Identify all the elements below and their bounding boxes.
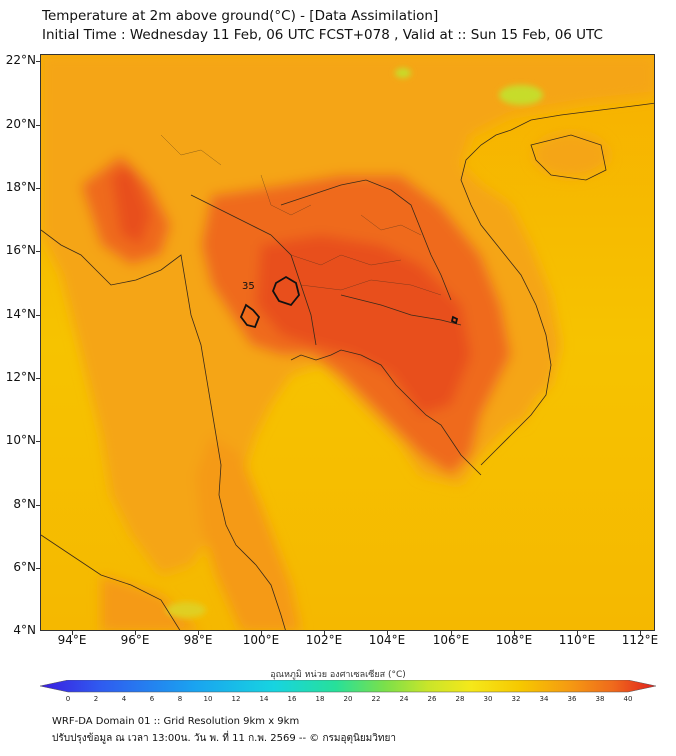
cool-spots bbox=[166, 68, 543, 618]
lat-tick bbox=[36, 188, 40, 189]
lon-tick bbox=[261, 631, 262, 635]
chart-subtitle: Initial Time : Wednesday 11 Feb, 06 UTC … bbox=[42, 27, 603, 43]
chart-title: Temperature at 2m above ground(°C) - [Da… bbox=[42, 8, 439, 24]
lat-tick bbox=[36, 378, 40, 379]
lon-tick bbox=[198, 631, 199, 635]
colorbar-tick: 30 bbox=[483, 695, 493, 703]
lon-tick bbox=[577, 631, 578, 635]
lon-label: 104°E bbox=[368, 633, 406, 647]
lon-tick bbox=[514, 631, 515, 635]
colorbar-tick: 8 bbox=[177, 695, 183, 703]
lat-label: 4°N bbox=[13, 623, 36, 637]
contour-35 bbox=[239, 275, 459, 329]
colorbar-tick: 10 bbox=[203, 695, 213, 703]
colorbar-tick: 38 bbox=[595, 695, 605, 703]
lon-label: 106°E bbox=[432, 633, 470, 647]
lon-label: 98°E bbox=[183, 633, 213, 647]
colorbar bbox=[40, 680, 656, 693]
lat-tick bbox=[36, 441, 40, 442]
colorbar-tick: 16 bbox=[287, 695, 297, 703]
colorbar-tick: 4 bbox=[121, 695, 127, 703]
colorbar-tick: 18 bbox=[315, 695, 325, 703]
lon-label: 96°E bbox=[120, 633, 150, 647]
colorbar-tick: 26 bbox=[427, 695, 437, 703]
colorbar-tick: 6 bbox=[149, 695, 155, 703]
lat-label: 14°N bbox=[5, 307, 36, 321]
lat-tick bbox=[36, 251, 40, 252]
colorbar-tick: 28 bbox=[455, 695, 465, 703]
colorbar-tick: 24 bbox=[399, 695, 409, 703]
footer-update-info: ปรับปรุงข้อมูล ณ เวลา 13:00น. วัน พ. ที่… bbox=[52, 733, 396, 744]
lon-tick bbox=[324, 631, 325, 635]
colorbar-label: อุณหภูมิ หน่วย องศาเซลเซียส (°C) bbox=[270, 670, 406, 680]
colorbar-tick: 22 bbox=[371, 695, 381, 703]
lon-label: 102°E bbox=[305, 633, 343, 647]
lat-tick bbox=[36, 125, 40, 126]
lat-tick bbox=[36, 505, 40, 506]
colorbar-gradient bbox=[40, 680, 656, 693]
colorbar-tick: 0 bbox=[65, 695, 71, 703]
lat-label: 12°N bbox=[5, 370, 36, 384]
land-temperature-field bbox=[41, 55, 654, 630]
lat-tick bbox=[36, 61, 40, 62]
lat-label: 18°N bbox=[5, 180, 36, 194]
lat-label: 22°N bbox=[5, 53, 36, 67]
lon-tick bbox=[451, 631, 452, 635]
country-borders bbox=[41, 102, 654, 630]
lon-label: 112°E bbox=[621, 633, 659, 647]
map-canvas bbox=[41, 55, 654, 630]
province-borders bbox=[160, 134, 442, 296]
colorbar-tick: 40 bbox=[623, 695, 633, 703]
temperature-map: 35 bbox=[40, 54, 655, 631]
lon-label: 110°E bbox=[558, 633, 596, 647]
colorbar-tick: 34 bbox=[539, 695, 549, 703]
lat-label: 16°N bbox=[5, 243, 36, 257]
colorbar-tick: 36 bbox=[567, 695, 577, 703]
lat-label: 6°N bbox=[13, 560, 36, 574]
contour-label: 35 bbox=[242, 281, 255, 292]
lon-label: 94°E bbox=[57, 633, 87, 647]
lon-tick bbox=[72, 631, 73, 635]
colorbar-tick: 2 bbox=[93, 695, 99, 703]
footer-model-info: WRF-DA Domain 01 :: Grid Resolution 9km … bbox=[52, 716, 300, 727]
lat-tick bbox=[36, 568, 40, 569]
lon-label: 108°E bbox=[495, 633, 533, 647]
lon-tick bbox=[387, 631, 388, 635]
lat-label: 8°N bbox=[13, 497, 36, 511]
colorbar-tick: 14 bbox=[259, 695, 269, 703]
lon-tick bbox=[640, 631, 641, 635]
lon-label: 100°E bbox=[242, 633, 280, 647]
lat-tick bbox=[36, 315, 40, 316]
colorbar-tick: 12 bbox=[231, 695, 241, 703]
lon-tick bbox=[135, 631, 136, 635]
lat-label: 10°N bbox=[5, 433, 36, 447]
colorbar-tick: 20 bbox=[343, 695, 353, 703]
lat-label: 20°N bbox=[5, 117, 36, 131]
colorbar-tick: 32 bbox=[511, 695, 521, 703]
